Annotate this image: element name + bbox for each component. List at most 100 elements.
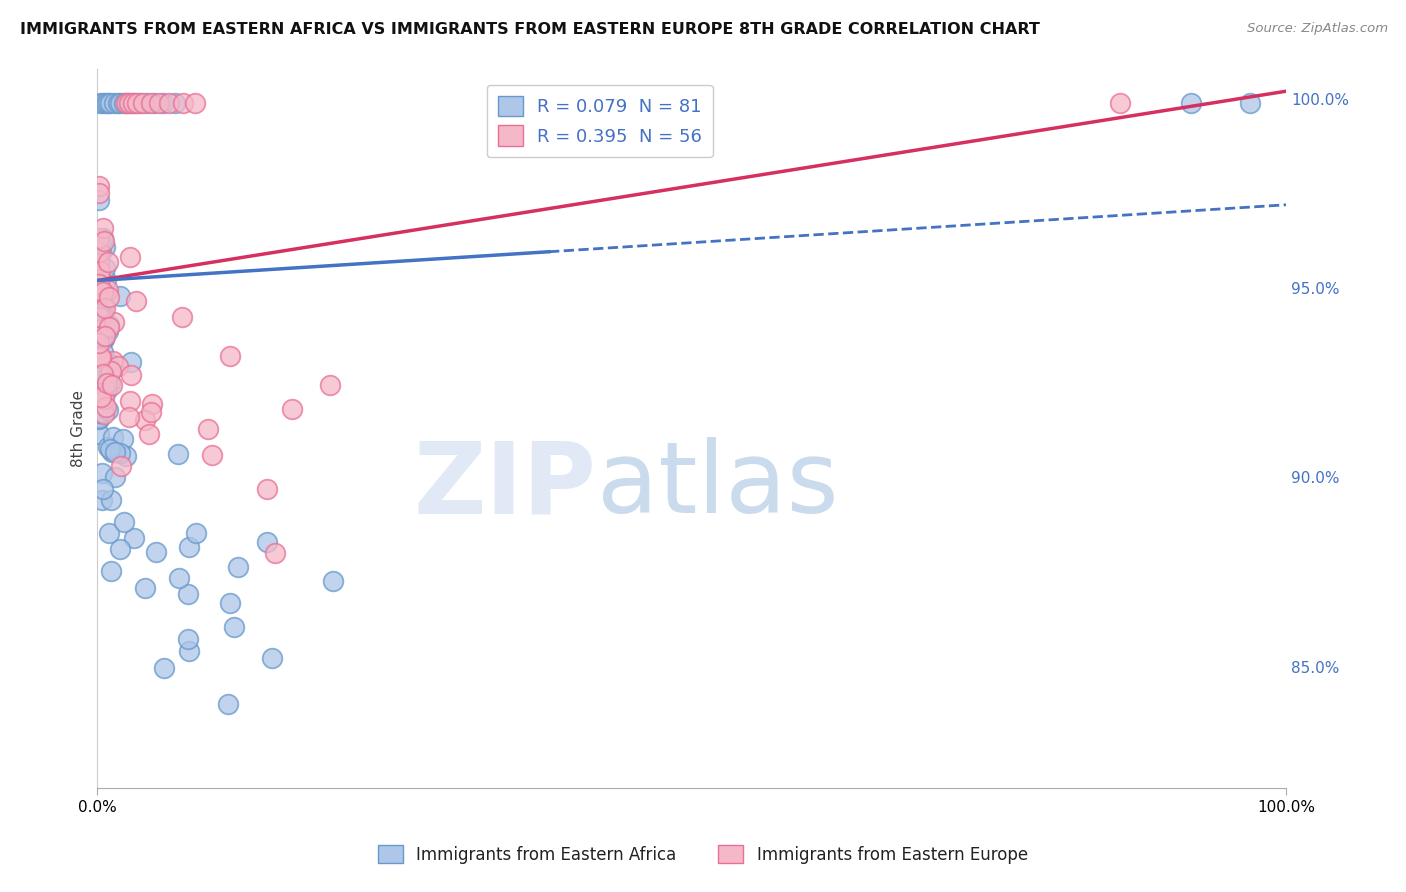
Point xyxy=(103,95,125,110)
Point xyxy=(201,448,224,462)
Point xyxy=(153,660,176,674)
Point xyxy=(89,291,111,305)
Point xyxy=(97,95,120,110)
Point xyxy=(179,540,201,554)
Point xyxy=(87,231,110,245)
Point xyxy=(94,95,117,110)
Point xyxy=(104,470,127,484)
Point xyxy=(89,310,111,324)
Point xyxy=(136,95,159,110)
Point xyxy=(87,256,110,270)
Point xyxy=(93,297,115,311)
Point xyxy=(139,405,162,419)
Point xyxy=(115,95,138,110)
Y-axis label: 8th Grade: 8th Grade xyxy=(72,390,86,467)
Point xyxy=(89,272,111,286)
Point xyxy=(91,483,114,497)
Point xyxy=(228,560,250,574)
Point xyxy=(115,95,138,110)
Point xyxy=(90,358,112,372)
Point xyxy=(108,542,131,557)
Legend: R = 0.079  N = 81, R = 0.395  N = 56: R = 0.079 N = 81, R = 0.395 N = 56 xyxy=(486,85,713,157)
Point xyxy=(125,95,148,110)
Point xyxy=(115,449,138,463)
Point xyxy=(256,483,278,497)
Point xyxy=(1239,95,1261,110)
Point xyxy=(97,440,120,454)
Point xyxy=(1180,95,1202,110)
Point xyxy=(157,95,180,110)
Text: IMMIGRANTS FROM EASTERN AFRICA VS IMMIGRANTS FROM EASTERN EUROPE 8TH GRADE CORRE: IMMIGRANTS FROM EASTERN AFRICA VS IMMIGR… xyxy=(20,22,1039,37)
Point xyxy=(87,410,110,425)
Point xyxy=(103,315,125,329)
Point xyxy=(93,358,115,372)
Point xyxy=(218,349,240,363)
Point xyxy=(101,354,124,368)
Point xyxy=(90,320,112,334)
Point xyxy=(148,95,170,110)
Point xyxy=(91,368,114,383)
Point xyxy=(89,277,111,292)
Point xyxy=(98,319,121,334)
Point xyxy=(131,95,153,110)
Point xyxy=(197,422,219,436)
Point xyxy=(124,95,146,110)
Point xyxy=(87,179,110,194)
Point xyxy=(101,429,124,443)
Point xyxy=(98,526,121,541)
Point xyxy=(167,571,190,585)
Point xyxy=(87,287,110,301)
Point xyxy=(184,525,207,540)
Point xyxy=(87,186,110,200)
Point xyxy=(93,234,115,248)
Point xyxy=(322,574,344,589)
Point xyxy=(94,261,117,276)
Point xyxy=(107,359,129,373)
Point xyxy=(89,245,111,260)
Point xyxy=(89,361,111,376)
Point xyxy=(120,95,142,110)
Point xyxy=(91,285,114,300)
Point xyxy=(89,350,111,364)
Point xyxy=(90,466,112,480)
Point xyxy=(91,230,114,244)
Point xyxy=(163,95,186,110)
Point xyxy=(100,445,122,459)
Point xyxy=(93,402,115,417)
Point xyxy=(172,95,194,110)
Point xyxy=(107,95,129,110)
Point xyxy=(97,324,120,338)
Point xyxy=(143,95,166,110)
Point xyxy=(96,355,118,369)
Point xyxy=(170,310,193,324)
Point xyxy=(89,268,111,283)
Point xyxy=(96,400,118,414)
Point xyxy=(118,95,141,110)
Point xyxy=(100,493,122,508)
Point xyxy=(89,95,111,110)
Point xyxy=(319,377,342,392)
Point xyxy=(120,355,142,369)
Point xyxy=(91,360,114,375)
Point xyxy=(97,283,120,297)
Point xyxy=(90,390,112,404)
Point xyxy=(98,442,121,457)
Point xyxy=(167,447,190,461)
Point xyxy=(176,632,198,647)
Point xyxy=(94,240,117,254)
Point xyxy=(89,351,111,365)
Point xyxy=(118,410,141,425)
Point xyxy=(100,564,122,578)
Point xyxy=(91,334,114,348)
Point xyxy=(177,587,200,601)
Text: ZIP: ZIP xyxy=(413,437,596,534)
Point xyxy=(139,95,162,110)
Legend: Immigrants from Eastern Africa, Immigrants from Eastern Europe: Immigrants from Eastern Africa, Immigran… xyxy=(371,838,1035,871)
Point xyxy=(93,372,115,386)
Text: Source: ZipAtlas.com: Source: ZipAtlas.com xyxy=(1247,22,1388,36)
Point xyxy=(101,378,124,392)
Point xyxy=(152,95,174,110)
Point xyxy=(93,376,115,391)
Point xyxy=(145,545,167,559)
Point xyxy=(87,406,110,420)
